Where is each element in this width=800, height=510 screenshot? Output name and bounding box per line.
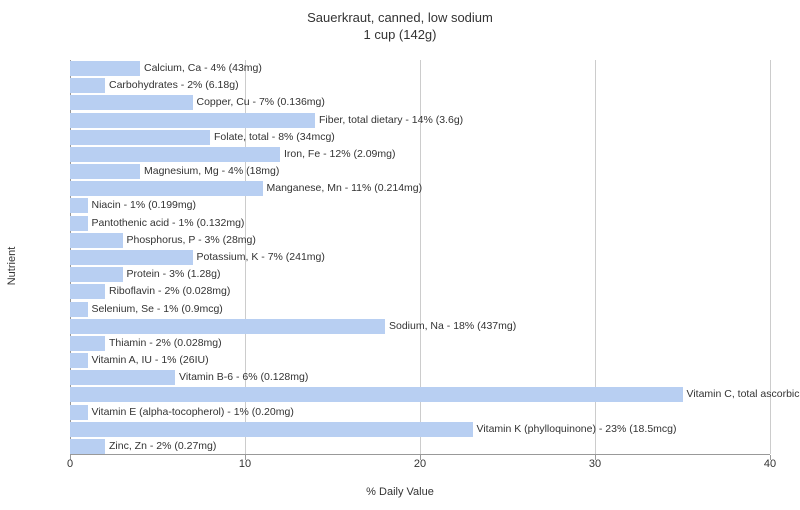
- nutrient-bar-label: Fiber, total dietary - 14% (3.6g): [315, 113, 463, 128]
- nutrient-bar: [70, 95, 193, 110]
- nutrient-bar: [70, 164, 140, 179]
- nutrient-bar-label: Sodium, Na - 18% (437mg): [385, 319, 516, 334]
- nutrient-bar: [70, 78, 105, 93]
- nutrient-bar: [70, 284, 105, 299]
- x-tick-label: 0: [67, 458, 73, 470]
- y-axis-label: Nutrient: [6, 247, 18, 286]
- nutrient-bar-label: Vitamin K (phylloquinone) - 23% (18.5mcg…: [473, 422, 677, 437]
- nutrient-bar: [70, 405, 88, 420]
- nutrient-bar: [70, 250, 193, 265]
- nutrient-bar: [70, 422, 473, 437]
- chart-title: Sauerkraut, canned, low sodium 1 cup (14…: [0, 10, 800, 44]
- nutrient-bar: [70, 198, 88, 213]
- x-tick-label: 10: [239, 458, 251, 470]
- nutrient-bar-label: Zinc, Zn - 2% (0.27mg): [105, 439, 216, 454]
- x-tick-label: 40: [764, 458, 776, 470]
- nutrient-bar: [70, 181, 263, 196]
- x-axis-label: % Daily Value: [366, 486, 434, 498]
- nutrient-bar-label: Potassium, K - 7% (241mg): [193, 250, 325, 265]
- title-line-2: 1 cup (142g): [364, 27, 437, 42]
- nutrient-bar: [70, 353, 88, 368]
- nutrient-bar-label: Pantothenic acid - 1% (0.132mg): [88, 216, 245, 231]
- nutrient-bar-label: Riboflavin - 2% (0.028mg): [105, 284, 230, 299]
- nutrient-bar-label: Niacin - 1% (0.199mg): [88, 198, 196, 213]
- nutrient-bar: [70, 61, 140, 76]
- nutrient-bar: [70, 130, 210, 145]
- plot-area: Calcium, Ca - 4% (43mg) Carbohydrates - 2…: [70, 60, 770, 455]
- nutrient-bar-label: Calcium, Ca - 4% (43mg): [140, 61, 262, 76]
- nutrient-bar-label: Phosphorus, P - 3% (28mg): [123, 233, 256, 248]
- nutrient-bar: [70, 336, 105, 351]
- nutrient-bar-label: Vitamin E (alpha-tocopherol) - 1% (0.20m…: [88, 405, 294, 420]
- nutrient-bar-label: Manganese, Mn - 11% (0.214mg): [263, 181, 423, 196]
- nutrient-bar: [70, 267, 123, 282]
- nutrient-bar-label: Carbohydrates - 2% (6.18g): [105, 78, 239, 93]
- x-tick-label: 20: [414, 458, 426, 470]
- nutrient-bar: [70, 370, 175, 385]
- nutrient-bar: [70, 387, 683, 402]
- nutrient-bar: [70, 439, 105, 454]
- nutrient-bar-label: Magnesium, Mg - 4% (18mg): [140, 164, 279, 179]
- nutrient-bar: [70, 216, 88, 231]
- nutrient-bar: [70, 302, 88, 317]
- nutrient-bar-label: Vitamin A, IU - 1% (26IU): [88, 353, 209, 368]
- nutrient-bar-label: Thiamin - 2% (0.028mg): [105, 336, 222, 351]
- nutrient-bar: [70, 319, 385, 334]
- nutrient-bar: [70, 147, 280, 162]
- nutrient-bar-label: Vitamin C, total ascorbic acid - 35% (20…: [683, 387, 800, 402]
- nutrient-bar-label: Folate, total - 8% (34mcg): [210, 130, 335, 145]
- nutrient-bar-label: Copper, Cu - 7% (0.136mg): [193, 95, 325, 110]
- nutrient-chart: Sauerkraut, canned, low sodium 1 cup (14…: [0, 10, 800, 510]
- x-tick-label: 30: [589, 458, 601, 470]
- nutrient-bar-label: Vitamin B-6 - 6% (0.128mg): [175, 370, 308, 385]
- nutrient-bar-label: Selenium, Se - 1% (0.9mcg): [88, 302, 223, 317]
- nutrient-bar-label: Iron, Fe - 12% (2.09mg): [280, 147, 395, 162]
- title-line-1: Sauerkraut, canned, low sodium: [307, 10, 493, 25]
- nutrient-bar: [70, 113, 315, 128]
- nutrient-bar-label: Protein - 3% (1.28g): [123, 267, 221, 282]
- nutrient-bar: [70, 233, 123, 248]
